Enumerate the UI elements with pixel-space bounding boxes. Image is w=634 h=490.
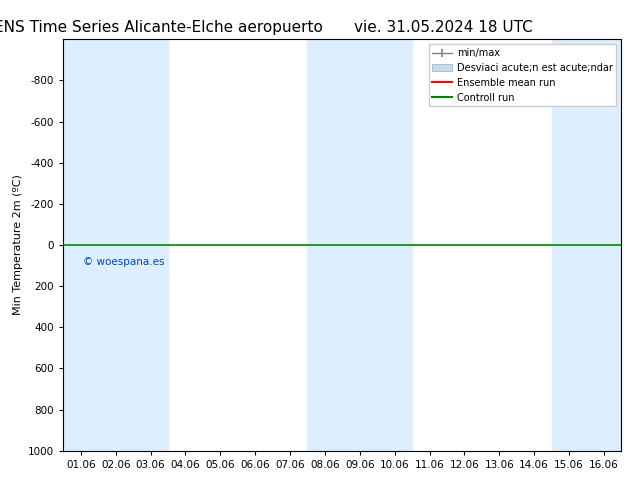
Legend: min/max, Desviaci acute;n est acute;ndar, Ensemble mean run, Controll run: min/max, Desviaci acute;n est acute;ndar… [429,44,616,106]
Bar [63,39,98,451]
Bar [377,39,412,451]
Bar [307,39,342,451]
Bar [552,39,586,451]
Bar [586,39,621,451]
Text: ENS Time Series Alicante-Elche aeropuerto: ENS Time Series Alicante-Elche aeropuert… [0,20,323,35]
Y-axis label: Min Temperature 2m (ºC): Min Temperature 2m (ºC) [13,174,23,316]
Text: vie. 31.05.2024 18 UTC: vie. 31.05.2024 18 UTC [354,20,533,35]
Bar [98,39,133,451]
Bar [342,39,377,451]
Bar [133,39,168,451]
Text: © woespana.es: © woespana.es [82,257,164,268]
